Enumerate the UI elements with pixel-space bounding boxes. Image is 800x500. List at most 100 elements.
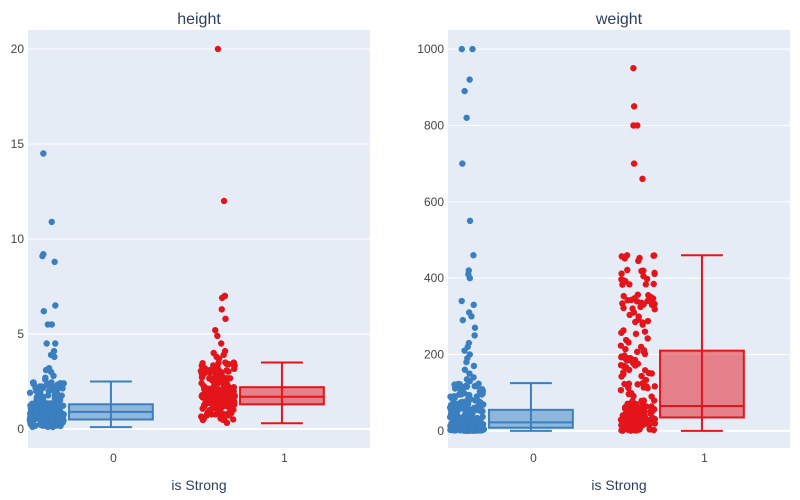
iqr-box [659,349,745,419]
outlier-point [630,64,637,72]
height-y-tick-labels: 0 5 10 15 20 [11,42,25,436]
height-marks [26,45,325,431]
weight-x-axis-label: is Strong [591,477,646,493]
data-point [458,405,465,412]
data-point [29,415,36,423]
data-point [459,426,467,434]
outlier-point [214,332,221,340]
data-point [229,391,236,398]
data-point [230,365,238,373]
data-point [469,410,476,417]
box-group-0 [26,150,154,431]
data-point [197,367,205,375]
outlier-point [218,340,225,347]
data-point [47,386,54,394]
data-point [40,398,48,405]
data-point [625,339,632,346]
outlier-point [630,103,638,110]
data-point [203,412,210,419]
outlier-point [466,217,474,225]
data-point [473,382,480,390]
data-point [49,423,57,431]
data-point [630,392,637,400]
outlier-point [52,302,59,309]
y-tick-label: 15 [11,137,25,151]
outlier-point [48,321,56,328]
x-tick-label: 0 [530,451,537,465]
weight-y-tick-labels: 0 200 400 600 800 1000 [417,42,444,438]
iqr-box [488,408,574,429]
box-group-1 [617,64,745,434]
y-tick-label: 10 [11,232,25,246]
data-point [44,423,52,430]
x-tick-label: 1 [281,451,288,465]
outlier-point [222,315,229,322]
outlier-point [214,45,222,53]
data-point [641,418,648,425]
data-point [216,400,224,407]
data-point [59,402,67,409]
data-point [475,415,482,423]
data-point [229,416,237,423]
data-point [617,386,625,394]
data-point [618,427,625,434]
y-tick-label: 200 [424,347,444,361]
outlier-point [220,197,228,205]
data-point [623,415,631,422]
data-point [59,385,66,392]
data-point [639,410,646,418]
data-point [211,368,219,375]
data-point [447,426,454,434]
outlier-point [463,358,470,366]
data-point [206,375,213,382]
data-point [651,420,659,427]
data-point [628,296,635,304]
data-point [230,359,237,366]
height-title: height [177,11,221,28]
data-point [33,388,40,395]
data-point [624,266,631,274]
data-point [643,275,651,283]
data-point [206,369,213,376]
data-point [458,391,465,398]
outlier-point [639,175,646,183]
data-point [637,343,645,351]
data-point [199,392,206,399]
data-point [212,411,219,418]
data-point [620,371,627,378]
data-point [650,280,657,288]
weight-marks [446,45,745,435]
data-point [217,415,224,422]
box-group-1 [197,45,325,427]
data-point [201,401,209,409]
data-point [50,405,58,412]
data-point [651,306,658,313]
data-point [639,321,646,328]
data-point [617,342,625,349]
data-point [650,397,658,404]
outlier-point [466,370,473,377]
data-point [622,422,630,430]
data-point [60,380,68,387]
outlier-point [39,252,46,260]
outlier-point [42,366,50,374]
data-point [447,393,454,400]
data-point [639,380,646,387]
outlier-point [630,160,638,167]
outlier-point [220,351,227,359]
data-point [620,304,627,312]
data-point [201,384,209,391]
data-point [447,406,455,414]
data-point [648,370,655,377]
data-point [37,417,44,425]
data-point [644,335,651,342]
outlier-point [40,150,47,157]
data-point [457,383,465,390]
data-point [223,367,230,374]
data-point [53,395,60,403]
data-point [466,391,473,399]
